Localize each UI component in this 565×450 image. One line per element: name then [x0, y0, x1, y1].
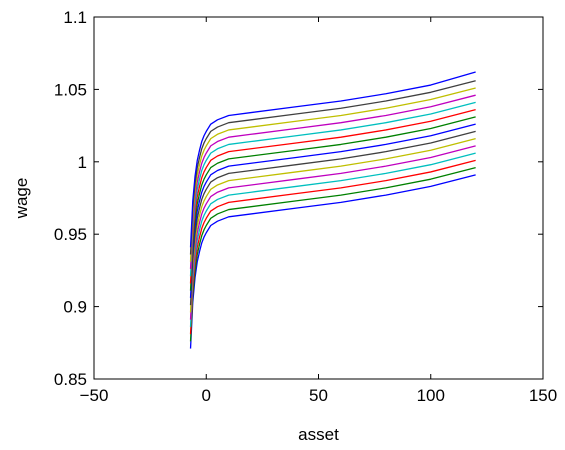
y-tick-label: 0.85	[54, 370, 87, 389]
x-tick-label: −50	[80, 386, 109, 405]
y-tick-label: 1	[78, 153, 87, 172]
series-line-11	[189, 101, 476, 277]
series-layer	[189, 71, 476, 349]
ticks-layer: −50 0 50 100 150 0.85 0.9 0.95 1 1.05 1.1	[54, 8, 557, 405]
x-tick-label: 50	[309, 386, 328, 405]
series-line-7	[189, 130, 476, 306]
series-line-8	[189, 123, 476, 298]
x-tick-label: 150	[529, 386, 557, 405]
y-tick-label: 0.95	[54, 225, 87, 244]
series-line-15	[189, 71, 476, 248]
series-line-6	[189, 138, 476, 313]
y-tick-label: 1.05	[54, 80, 87, 99]
series-line-14	[189, 80, 476, 255]
series-line-10	[189, 109, 476, 284]
x-tick-label: 100	[417, 386, 445, 405]
x-axis-label: asset	[298, 425, 339, 444]
series-line-5	[189, 145, 476, 320]
series-line-4	[189, 152, 476, 327]
series-line-13	[189, 87, 476, 262]
series-line-12	[189, 94, 476, 269]
series-line-2	[189, 166, 476, 342]
y-tick-label: 1.1	[63, 8, 87, 27]
x-tick-label: 0	[202, 386, 211, 405]
series-line-3	[189, 159, 476, 335]
y-tick-label: 0.9	[63, 298, 87, 317]
series-line-1	[189, 174, 476, 349]
y-axis-label: wage	[12, 178, 31, 220]
series-line-9	[189, 116, 476, 291]
